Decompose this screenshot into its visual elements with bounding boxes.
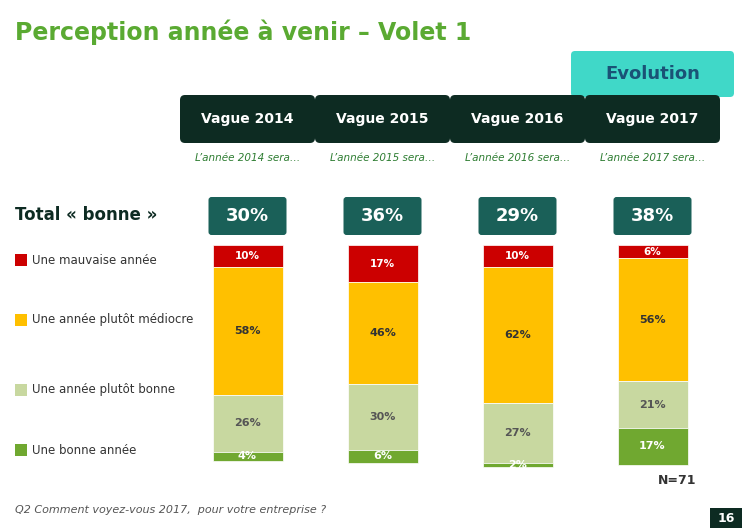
FancyBboxPatch shape: [180, 95, 315, 143]
Text: 58%: 58%: [234, 326, 261, 336]
Bar: [482, 267, 553, 403]
Text: 38%: 38%: [631, 207, 674, 225]
Text: L’année 2017 sera…: L’année 2017 sera…: [600, 153, 705, 163]
Text: Une année plutôt bonne: Une année plutôt bonne: [32, 384, 175, 396]
Bar: [15, 254, 27, 266]
Text: 6%: 6%: [373, 451, 392, 461]
Text: L’année 2016 sera…: L’année 2016 sera…: [465, 153, 570, 163]
FancyBboxPatch shape: [614, 197, 692, 235]
Text: Une année plutôt médiocre: Une année plutôt médiocre: [32, 314, 194, 326]
Text: Vague 2014: Vague 2014: [201, 112, 294, 126]
Text: 17%: 17%: [639, 441, 666, 452]
Bar: [482, 403, 553, 463]
Text: 6%: 6%: [644, 246, 662, 257]
Text: 27%: 27%: [504, 428, 531, 438]
FancyBboxPatch shape: [209, 197, 286, 235]
FancyBboxPatch shape: [571, 51, 734, 97]
Text: 26%: 26%: [234, 418, 261, 428]
Text: N=71: N=71: [658, 473, 696, 487]
Text: 17%: 17%: [370, 259, 395, 269]
Text: 16: 16: [717, 511, 735, 525]
Text: Vague 2016: Vague 2016: [471, 112, 564, 126]
Bar: [482, 245, 553, 267]
Bar: [617, 245, 688, 258]
Text: Vague 2017: Vague 2017: [606, 112, 699, 126]
Text: Total « bonne »: Total « bonne »: [15, 206, 158, 224]
FancyBboxPatch shape: [450, 95, 585, 143]
Text: 2%: 2%: [508, 460, 527, 470]
Bar: [212, 395, 283, 452]
Bar: [15, 444, 27, 456]
Text: Q2 Comment voyez-vous 2017,  pour votre entreprise ?: Q2 Comment voyez-vous 2017, pour votre e…: [15, 505, 326, 515]
Bar: [347, 282, 418, 384]
Bar: [710, 508, 742, 528]
Text: 10%: 10%: [505, 251, 530, 261]
Text: 30%: 30%: [226, 207, 269, 225]
Text: Une mauvaise année: Une mauvaise année: [32, 253, 157, 267]
Bar: [15, 314, 27, 326]
Text: L’année 2014 sera…: L’année 2014 sera…: [195, 153, 300, 163]
Text: 10%: 10%: [235, 251, 260, 261]
Text: Perception année à venir – Volet 1: Perception année à venir – Volet 1: [15, 19, 471, 45]
Bar: [617, 428, 688, 465]
Text: 21%: 21%: [639, 400, 666, 410]
Text: Vague 2015: Vague 2015: [336, 112, 429, 126]
Bar: [212, 267, 283, 395]
Text: 29%: 29%: [496, 207, 539, 225]
Text: 30%: 30%: [369, 412, 396, 421]
Bar: [347, 245, 418, 282]
Text: 62%: 62%: [504, 330, 531, 340]
Bar: [212, 245, 283, 267]
Text: 36%: 36%: [361, 207, 404, 225]
Bar: [347, 384, 418, 449]
FancyBboxPatch shape: [585, 95, 720, 143]
Text: 56%: 56%: [639, 315, 666, 325]
FancyBboxPatch shape: [315, 95, 450, 143]
Text: Une bonne année: Une bonne année: [32, 444, 136, 456]
Text: L’année 2015 sera…: L’année 2015 sera…: [330, 153, 435, 163]
Bar: [617, 382, 688, 428]
FancyBboxPatch shape: [478, 197, 556, 235]
Text: 4%: 4%: [238, 451, 257, 461]
Bar: [482, 463, 553, 467]
Bar: [617, 258, 688, 382]
Text: 46%: 46%: [369, 328, 396, 338]
Bar: [212, 452, 283, 461]
Text: Evolution: Evolution: [605, 65, 700, 83]
Bar: [15, 384, 27, 396]
Bar: [347, 449, 418, 463]
FancyBboxPatch shape: [344, 197, 422, 235]
